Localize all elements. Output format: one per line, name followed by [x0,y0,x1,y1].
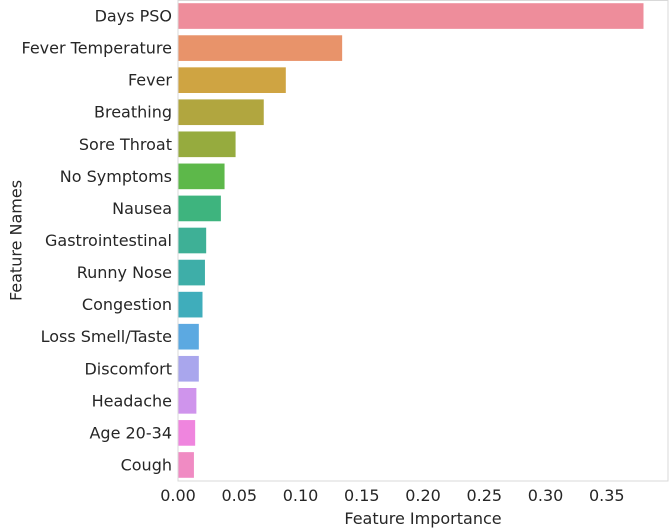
bar-age-20-34 [178,420,196,446]
x-tick-label: 0.10 [283,486,319,505]
bar-days-pso [178,3,644,29]
bar-fever-temperature [178,35,343,61]
y-tick-label-nausea: Nausea [112,199,172,218]
y-tick-label-breathing: Breathing [94,103,172,122]
bar-gastrointestinal [178,227,207,254]
y-tick-label-congestion: Congestion [82,295,172,314]
x-axis-label: Feature Importance [344,509,501,528]
bar-runny-nose [178,259,205,286]
x-tick-label: 0.35 [589,486,625,505]
bar-loss-smell-taste [178,323,199,350]
bar-headache [178,388,197,414]
x-tick-label: 0.30 [528,486,564,505]
plot-frame [177,0,669,482]
y-tick-label-age-20-34: Age 20-34 [89,423,172,442]
bar-breathing [178,99,264,126]
y-tick-labels: Days PSO Fever Temperature Fever Breathing S… [22,7,173,475]
y-tick-label-cough: Cough [121,455,172,474]
bar-cough [178,452,194,478]
y-axis-label: Feature Names [7,180,26,301]
y-tick-label-no-symptoms: No Symptoms [60,167,172,186]
bar-fever [178,67,286,93]
bar-congestion [178,291,203,318]
y-tick-label-sore-throat: Sore Throat [79,135,172,154]
bar-nausea [178,195,221,222]
y-tick-label-loss-smell-taste: Loss Smell/Taste [41,327,172,346]
y-tick-label-fever-temperature: Fever Temperature [22,39,173,58]
y-tick-label-days-pso: Days PSO [95,7,172,26]
bar-discomfort [178,355,199,382]
y-tick-label-headache: Headache [92,391,172,410]
x-tick-label: 0.20 [405,486,441,505]
x-tick-labels: 0.00 0.05 0.10 0.15 0.20 0.25 0.30 0.35 [160,486,624,505]
bars-group [178,3,644,478]
y-tick-label-gastrointestinal: Gastrointestinal [45,231,172,250]
bar-no-symptoms [178,163,225,190]
x-tick-label: 0.05 [221,486,257,505]
bar-sore-throat [178,131,236,158]
y-tick-label-fever: Fever [128,71,172,90]
x-tick-label: 0.00 [160,486,196,505]
y-tick-label-discomfort: Discomfort [84,359,172,378]
x-tick-label: 0.25 [466,486,502,505]
x-tick-label: 0.15 [344,486,380,505]
y-tick-label-runny-nose: Runny Nose [77,263,172,282]
